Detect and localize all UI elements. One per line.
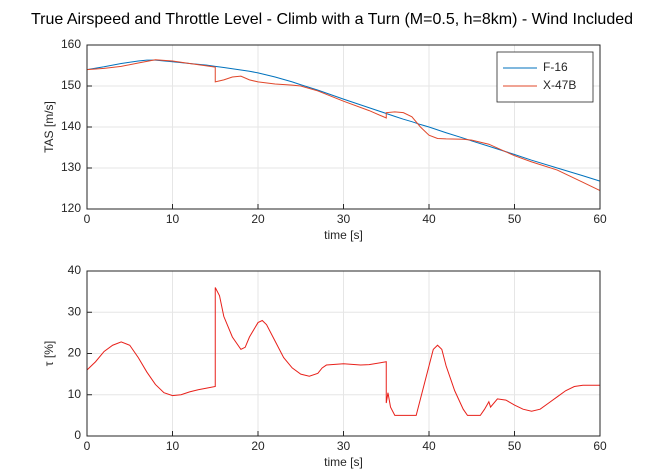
- y-tick-label: 30: [68, 304, 82, 318]
- legend-label: F-16: [543, 60, 568, 74]
- x-tick-label: 10: [166, 212, 180, 226]
- y-axis-label: τ [%]: [42, 341, 56, 366]
- data-line: [86, 59, 601, 182]
- y-tick-label: 120: [61, 201, 81, 215]
- x-tick-label: 50: [508, 212, 522, 226]
- x-tick-label: 10: [166, 439, 180, 453]
- x-tick-label: 50: [508, 439, 522, 453]
- x-tick-label: 0: [84, 212, 91, 226]
- y-tick-label: 20: [68, 346, 82, 360]
- y-tick-label: 160: [61, 37, 81, 51]
- x-axis-label: time [s]: [324, 455, 363, 469]
- x-tick-label: 20: [251, 212, 265, 226]
- x-tick-label: 60: [593, 439, 607, 453]
- x-tick-label: 0: [84, 439, 91, 453]
- x-tick-label: 60: [593, 212, 607, 226]
- x-tick-label: 20: [251, 439, 265, 453]
- data-line: [86, 59, 601, 192]
- x-tick-label: 30: [337, 212, 351, 226]
- y-tick-label: 10: [68, 387, 82, 401]
- y-tick-label: 140: [61, 119, 81, 133]
- x-tick-label: 40: [422, 439, 436, 453]
- x-tick-label: 30: [337, 439, 351, 453]
- axes-frame: [86, 44, 601, 210]
- legend-label: X-47B: [543, 78, 576, 92]
- y-tick-label: 40: [68, 263, 82, 277]
- y-tick-label: 0: [74, 428, 81, 442]
- x-tick-label: 40: [422, 212, 436, 226]
- y-axis-label: TAS [m/s]: [42, 101, 56, 153]
- legend-box: [496, 51, 594, 103]
- y-tick-label: 130: [61, 160, 81, 174]
- y-tick-label: 150: [61, 78, 81, 92]
- data-line: [86, 287, 600, 416]
- x-axis-label: time [s]: [324, 228, 363, 242]
- chart-title: True Airspeed and Throttle Level - Climb…: [31, 11, 633, 28]
- axes-frame: [86, 270, 601, 437]
